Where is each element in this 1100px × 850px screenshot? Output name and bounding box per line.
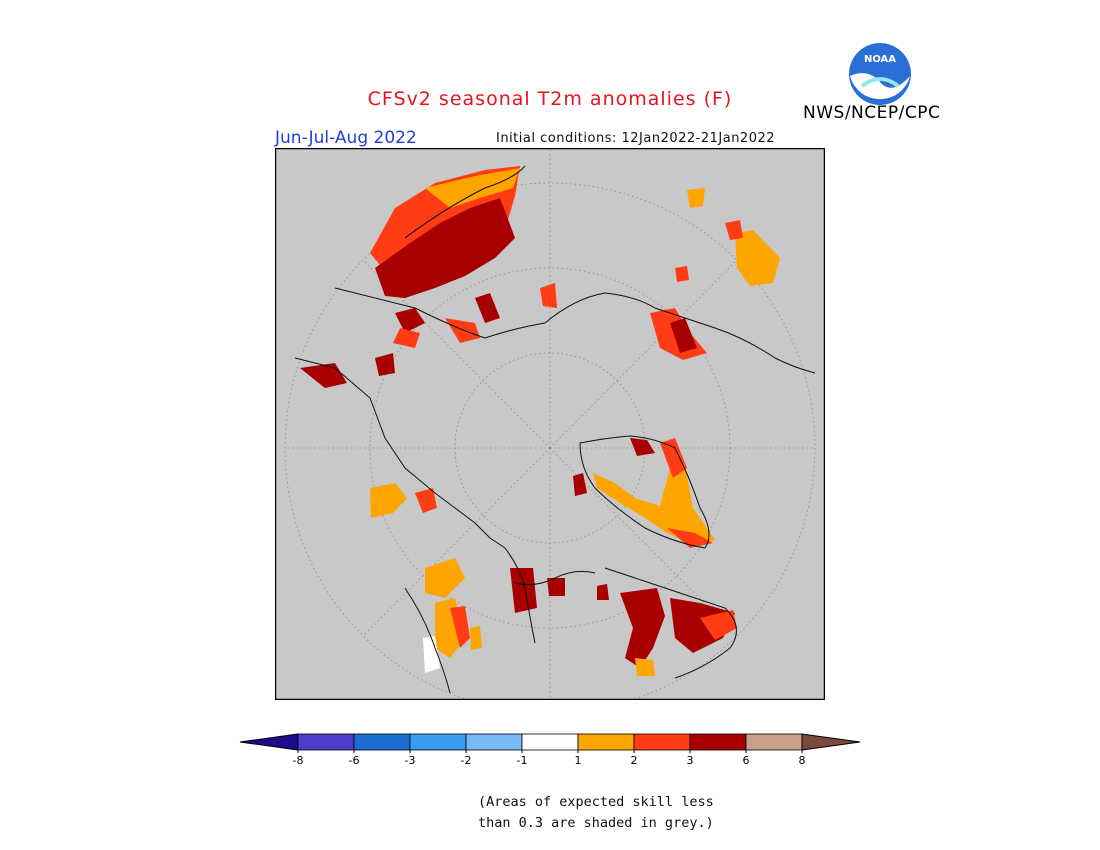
colorbar-box [409,733,467,751]
colorbar-tick-label: -2 [461,754,472,767]
coastlines [294,165,816,694]
colorbar-box [633,733,691,751]
colorbar-tick-label: -8 [293,754,304,767]
colorbar-tick-label: 2 [631,754,638,767]
anomaly-shading [300,166,780,676]
skill-note: (Areas of expected skill less than 0.3 a… [478,792,714,834]
colorbar-tick-label: 1 [575,754,582,767]
colorbar-box [465,733,523,751]
colorbar-left-triangle [239,733,299,751]
colorbar-box [745,733,803,751]
colorbar-tick-label: -3 [405,754,416,767]
colorbar-box [353,733,411,751]
colorbar-tick-label: -6 [349,754,360,767]
skill-note-line-1: (Areas of expected skill less [478,794,714,810]
colorbar-box [297,733,355,751]
colorbar-tick-label: 6 [743,754,750,767]
colorbar: -8 -6 -3 -2 -1 1 2 3 6 8 [239,733,861,767]
skill-note-line-2: than 0.3 are shaded in grey.) [478,815,714,831]
colorbar-boxes [239,733,861,751]
initial-conditions-label: Initial conditions: 12Jan2022-21Jan2022 [496,131,776,146]
noaa-logo-text: NOAA [863,54,897,65]
colorbar-box [521,733,579,751]
colorbar-tick-label: 8 [799,754,806,767]
map-frame [275,148,825,700]
chart-title: CFSv2 seasonal T2m anomalies (F) [367,88,733,110]
organization-label: NWS/NCEP/CPC [803,103,941,123]
colorbar-box [577,733,635,751]
colorbar-box [689,733,747,751]
polar-map [275,148,825,700]
noaa-logo-icon [849,43,911,105]
season-label: Jun-Jul-Aug 2022 [275,128,417,148]
colorbar-right-triangle [801,733,861,751]
colorbar-ticks: -8 -6 -3 -2 -1 1 2 3 6 8 [293,750,806,767]
colorbar-tick-label: 3 [687,754,694,767]
colorbar-tick-label: -1 [517,754,528,767]
